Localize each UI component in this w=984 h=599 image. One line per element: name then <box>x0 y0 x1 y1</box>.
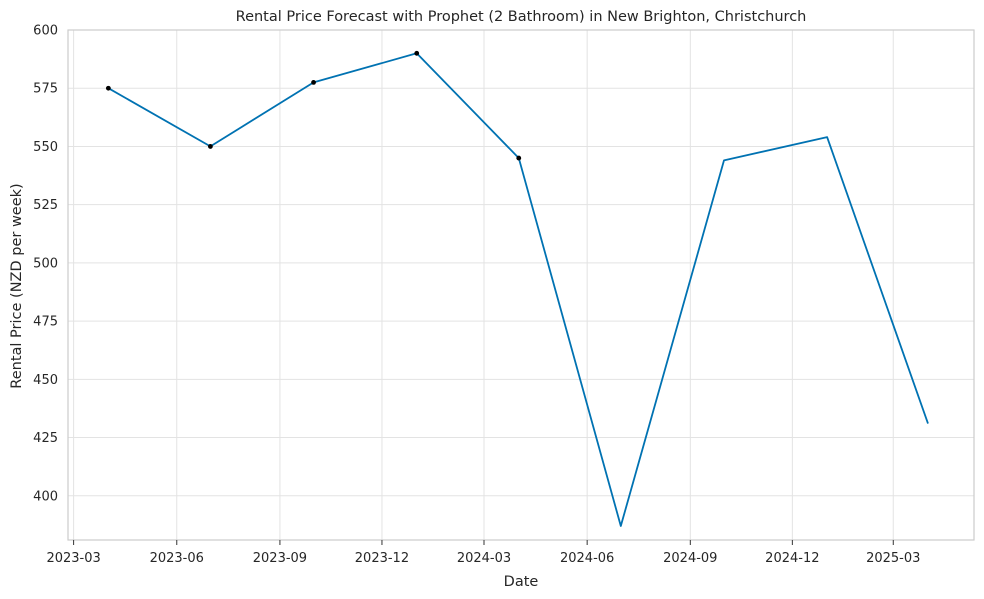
y-tick-label: 475 <box>33 315 58 330</box>
y-tick-label: 525 <box>33 198 58 213</box>
observed-point <box>516 155 522 161</box>
observed-point <box>105 85 111 91</box>
grid <box>68 29 974 540</box>
y-tick-label: 575 <box>33 82 58 97</box>
observed-point <box>311 79 316 85</box>
plot-frame <box>67 29 975 541</box>
plot-area <box>105 50 929 527</box>
chart-title: Rental Price Forecast with Prophet (2 Ba… <box>236 9 807 25</box>
x-tick-label: 2023-12 <box>355 551 409 566</box>
x-tick-label: 2024-03 <box>457 551 511 566</box>
y-tick-label: 425 <box>33 431 58 446</box>
y-tick-label: 400 <box>33 489 58 504</box>
observed-point <box>208 144 213 149</box>
y-tick-label: 450 <box>33 373 58 388</box>
x-tick-label: 2024-12 <box>765 551 819 566</box>
forecast-line <box>107 52 929 527</box>
y-tick-label: 550 <box>33 140 58 155</box>
x-tick-label: 2023-06 <box>150 551 204 566</box>
observed-point <box>414 50 420 56</box>
x-tick-label: 2025-03 <box>866 551 920 566</box>
y-tick-label: 500 <box>33 256 58 271</box>
x-tick-label: 2024-09 <box>663 551 717 566</box>
x-tick-label: 2024-06 <box>560 551 614 566</box>
x-axis-label: Date <box>504 574 539 590</box>
y-tick-label: 600 <box>33 24 58 39</box>
x-tick-label: 2023-03 <box>46 551 100 566</box>
x-tick-label: 2023-09 <box>253 551 307 566</box>
axis-ticks: 400 425 450 475 500 525 550 575 600 2023-03 2023-0… <box>33 24 920 567</box>
y-axis-label: Rental Price (NZD per week) <box>9 183 25 388</box>
